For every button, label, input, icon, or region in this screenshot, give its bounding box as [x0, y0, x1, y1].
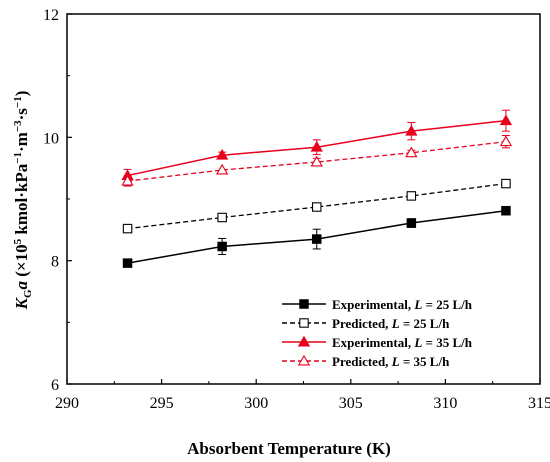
x-tick-label: 290 — [55, 395, 79, 412]
x-axis-title: Absorbent Temperature (K) — [187, 439, 391, 458]
y-axis-title: KGa (×105 kmol·kPa−1·m−3·s−1) — [12, 91, 34, 311]
data-point — [217, 212, 227, 223]
data-point — [501, 205, 511, 216]
legend-item: Predicted, L = 35 L/h — [282, 354, 450, 369]
y-tick-label: 8 — [51, 254, 59, 271]
series-1 — [122, 205, 511, 268]
data-point — [499, 114, 513, 126]
legend-marker — [297, 335, 311, 347]
legend-marker — [297, 354, 311, 366]
legend-label: Predicted, L = 25 L/h — [332, 316, 450, 331]
data-point — [217, 241, 227, 252]
data-point — [406, 218, 417, 228]
legend-label: Experimental, L = 35 L/h — [332, 335, 473, 350]
data-point — [501, 178, 511, 189]
data-point — [405, 124, 418, 136]
series-2 — [122, 178, 511, 234]
data-point — [406, 191, 417, 201]
y-tick-label: 12 — [43, 7, 59, 24]
data-point — [310, 140, 323, 152]
legend-item: Predicted, L = 25 L/h — [282, 316, 450, 331]
x-tick-label: 300 — [244, 395, 268, 412]
data-point — [405, 146, 418, 158]
y-tick-label: 10 — [43, 130, 59, 147]
data-point — [215, 163, 229, 175]
plot-frame — [66, 13, 541, 385]
legend-label: Predicted, L = 35 L/h — [332, 354, 450, 369]
series-4 — [121, 134, 513, 187]
legend-item: Experimental, L = 35 L/h — [282, 335, 473, 350]
data-point — [121, 174, 134, 186]
y-tick-label: 6 — [51, 377, 59, 394]
data-point — [311, 234, 322, 244]
data-point — [499, 135, 513, 147]
x-tick-label: 315 — [528, 395, 550, 412]
x-tick-label: 310 — [433, 395, 457, 412]
series-line — [127, 141, 507, 182]
data-point — [310, 155, 323, 167]
legend: Experimental, L = 25 L/h Predicted, L = 2… — [282, 297, 473, 369]
series-3 — [121, 109, 513, 183]
series-layer — [121, 109, 513, 268]
legend-marker — [299, 299, 309, 309]
data-point — [215, 148, 229, 160]
axes: 290 295 300 305 310 315 6 8 10 12 — [43, 7, 550, 412]
legend-marker — [299, 318, 309, 328]
x-tick-label: 305 — [339, 395, 363, 412]
legend-label: Experimental, L = 25 L/h — [332, 297, 473, 312]
data-point — [122, 223, 133, 234]
x-tick-label: 295 — [150, 395, 174, 412]
data-point — [311, 202, 322, 212]
data-point — [122, 258, 133, 268]
legend-item: Experimental, L = 25 L/h — [282, 297, 473, 312]
